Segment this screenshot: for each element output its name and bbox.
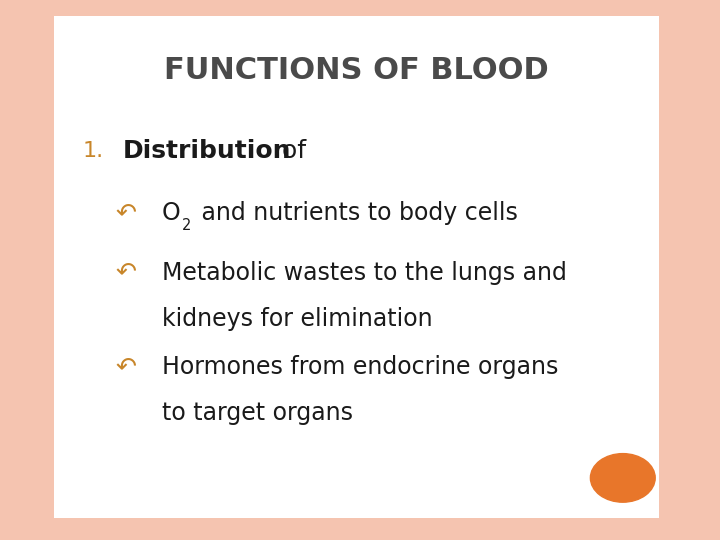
Text: 2: 2: [182, 218, 192, 233]
Text: 1.: 1.: [83, 141, 104, 161]
Text: O: O: [162, 201, 181, 225]
Text: ↶: ↶: [115, 355, 136, 379]
Text: Hormones from endocrine organs: Hormones from endocrine organs: [162, 355, 559, 379]
Text: kidneys for elimination: kidneys for elimination: [162, 307, 433, 330]
Text: Distribution: Distribution: [122, 139, 291, 163]
Text: ↶: ↶: [115, 261, 136, 285]
Text: to target organs: to target organs: [162, 401, 353, 425]
Text: Metabolic wastes to the lungs and: Metabolic wastes to the lungs and: [162, 261, 567, 285]
Text: FUNCTIONS OF BLOOD: FUNCTIONS OF BLOOD: [164, 56, 549, 85]
Circle shape: [590, 454, 655, 502]
FancyBboxPatch shape: [54, 16, 659, 518]
Text: of: of: [274, 139, 306, 163]
Text: ↶: ↶: [115, 201, 136, 225]
Text: and nutrients to body cells: and nutrients to body cells: [194, 201, 518, 225]
